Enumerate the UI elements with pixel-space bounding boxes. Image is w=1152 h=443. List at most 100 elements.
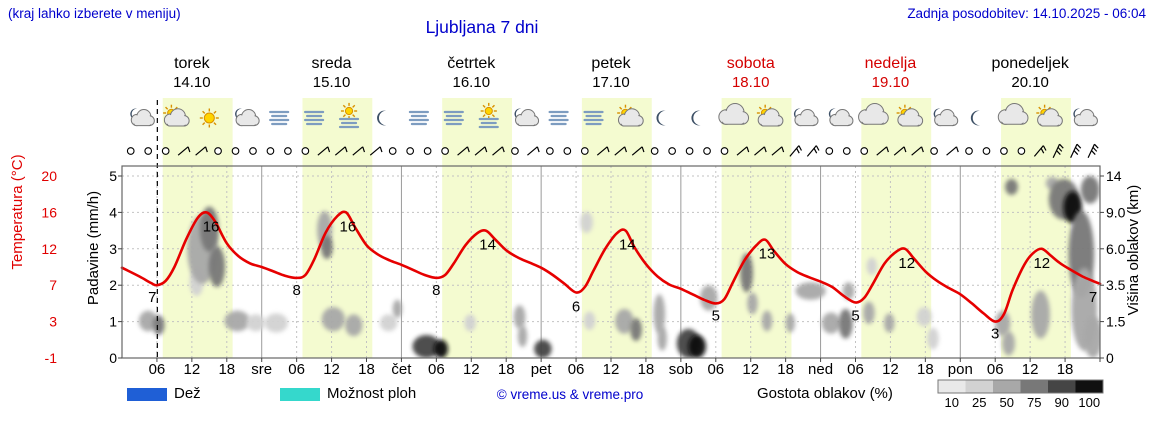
- wind-barb-icon: [876, 146, 889, 156]
- precip-tick-label: 5: [109, 168, 117, 184]
- last-update: Zadnja posodobitev: 14.10.2025 - 06:04: [907, 6, 1146, 21]
- fog-icon: [443, 110, 464, 126]
- x-tick-label: 06: [149, 361, 166, 378]
- sun-icon: [199, 108, 219, 128]
- calm-wind-icon: [1017, 147, 1026, 155]
- grid: [122, 166, 1100, 358]
- x-tick-label: 12: [463, 361, 480, 378]
- precip-tick-label: 4: [109, 204, 117, 220]
- cloud-density-label: Gostota oblakov (%): [757, 385, 893, 402]
- x-day-label: sob: [669, 361, 693, 378]
- axis-ticks: [118, 175, 1104, 362]
- wind-barb-icon: [527, 146, 540, 156]
- moon-cloud-icon: [1073, 108, 1098, 127]
- day-name: sobota: [727, 55, 775, 72]
- moon-cloud-icon: [793, 108, 819, 127]
- calm-wind-icon: [388, 147, 397, 155]
- calm-wind-icon: [546, 147, 554, 155]
- calm-wind-icon: [266, 147, 275, 155]
- wind-barb-icon: [369, 146, 383, 156]
- sun-cloud-icon: [617, 104, 644, 127]
- temp-tick-label: 16: [41, 204, 57, 220]
- x-tick-label: 12: [1022, 361, 1039, 378]
- rain-legend-swatch: [127, 388, 167, 401]
- calm-wind-icon: [441, 147, 449, 155]
- x-tick-label: 12: [323, 361, 340, 378]
- cloud-height-tick-label: 0: [1106, 350, 1114, 366]
- calm-wind-icon: [406, 147, 415, 155]
- moon-icon: [377, 110, 387, 126]
- day-date: 14.10: [173, 74, 211, 91]
- calm-wind-icon: [423, 147, 432, 155]
- wind-barb-icon: [911, 146, 924, 156]
- wind-barb-icon: [492, 146, 505, 156]
- moon-icon: [970, 110, 980, 126]
- showers-legend-swatch: [280, 388, 320, 401]
- cloud-cover-layer: [138, 176, 1100, 358]
- x-tick-label: 18: [638, 361, 655, 378]
- precip-tick-label: 1: [109, 314, 117, 330]
- wind-barb-icon: [806, 145, 820, 157]
- scale-tick-label: 25: [972, 395, 986, 410]
- wind-row: [126, 143, 1099, 159]
- cloud-height-tick-label: 6.0: [1106, 241, 1126, 257]
- calm-wind-icon: [650, 147, 659, 155]
- copyright-link[interactable]: © vreme.us & vreme.pro: [496, 387, 644, 402]
- day-name: torek: [174, 55, 211, 72]
- x-day-label: pon: [948, 361, 973, 378]
- wind-barb-icon: [736, 146, 750, 156]
- temp-tick-label: 7: [49, 277, 57, 293]
- day-name: četrtek: [447, 55, 496, 72]
- day-bands: [162, 98, 1071, 358]
- wind-barb-icon: [754, 146, 767, 156]
- x-tick-label: 06: [288, 361, 305, 378]
- cloud-height-tick-label: 14: [1106, 168, 1122, 184]
- x-tick-label: 18: [358, 361, 375, 378]
- wind-barb-icon: [596, 146, 610, 156]
- calm-wind-icon: [231, 147, 240, 155]
- temperature-label: 5: [712, 307, 720, 324]
- calm-wind-icon: [161, 147, 170, 155]
- x-tick-label: 12: [742, 361, 759, 378]
- wind-barb-icon: [1033, 145, 1047, 157]
- x-tick-label: 18: [218, 361, 235, 378]
- day-date: 15.10: [313, 74, 351, 91]
- day-date: 19.10: [872, 74, 910, 91]
- x-tick-label: 06: [987, 361, 1004, 378]
- calm-wind-icon: [930, 147, 938, 155]
- cloud-density-scale: 10 25 50 75 90 100: [937, 379, 1104, 410]
- x-day-label: čet: [391, 361, 412, 378]
- moon-cloud-icon: [130, 108, 155, 127]
- x-day-label: ned: [808, 361, 833, 378]
- fog-icon: [548, 110, 569, 126]
- wind-barb-icon: [1070, 143, 1082, 159]
- temperature-label: 13: [759, 246, 776, 263]
- wind-barb-icon: [789, 145, 803, 157]
- temperature-label: 7: [148, 289, 156, 306]
- temperature-label: 7: [1089, 289, 1097, 306]
- wind-barb-icon: [1087, 143, 1099, 159]
- temperature-label: 6: [572, 298, 580, 315]
- precip-tick-label: 3: [109, 241, 117, 257]
- temp-tick-label: 12: [41, 241, 57, 257]
- wind-barb-icon: [352, 146, 366, 156]
- x-tick-label: 18: [1057, 361, 1074, 378]
- temperature-label: 8: [292, 282, 300, 299]
- temp-tick-label: 3: [49, 314, 57, 330]
- fog-icon: [269, 110, 290, 126]
- rain-legend-label: Dež: [174, 385, 201, 402]
- calm-wind-icon: [126, 147, 135, 155]
- temp-tick-label: 20: [41, 168, 57, 184]
- sun-cloud-icon: [1036, 104, 1063, 127]
- scale-tick-label: 75: [1027, 395, 1041, 410]
- wind-barb-icon: [771, 146, 785, 156]
- scale-tick-label: 50: [1000, 395, 1014, 410]
- calm-wind-icon: [668, 147, 676, 155]
- temperature-label: 16: [203, 218, 220, 235]
- scale-tick-label: 10: [945, 395, 959, 410]
- calm-wind-icon: [144, 147, 153, 155]
- cloud-icon: [997, 103, 1029, 125]
- cloud-height-tick-label: 9.0: [1106, 204, 1126, 220]
